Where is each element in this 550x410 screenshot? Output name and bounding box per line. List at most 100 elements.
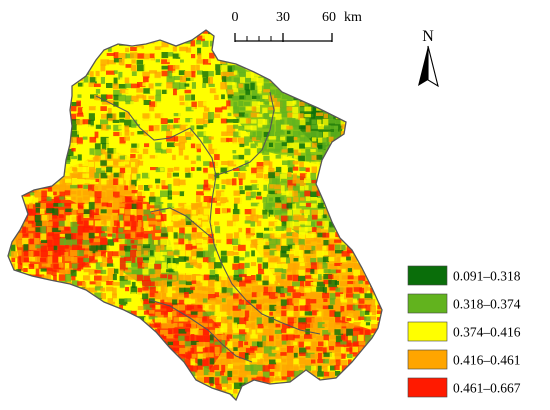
raster-cell (197, 286, 206, 291)
raster-cell (382, 342, 386, 346)
raster-map (7, 29, 393, 401)
raster-cell (209, 340, 214, 344)
raster-cell (346, 215, 352, 224)
raster-cell (22, 70, 32, 78)
raster-cell (287, 179, 297, 188)
raster-cell (268, 118, 273, 124)
raster-cell (119, 47, 127, 52)
boundary-line (149, 207, 213, 239)
raster-cell (142, 341, 151, 347)
raster-cell (329, 160, 338, 166)
raster-cell (47, 281, 56, 288)
raster-cell (107, 251, 113, 259)
raster-cell (142, 293, 149, 301)
raster-cell (35, 76, 43, 83)
raster-cell (323, 47, 328, 55)
raster-cell (46, 107, 55, 112)
raster-cell (130, 286, 138, 294)
raster-cell (364, 334, 374, 341)
raster-cell (263, 89, 270, 93)
raster-cell (58, 154, 65, 161)
raster-cell (353, 275, 360, 280)
raster-cell (268, 209, 274, 217)
scale-label-0: 0 (232, 10, 239, 25)
raster-cell (71, 275, 76, 281)
raster-cell (16, 125, 21, 131)
raster-cell (226, 299, 234, 307)
raster-cell (371, 119, 380, 126)
raster-cell (172, 281, 179, 286)
raster-cell (137, 167, 143, 176)
raster-cell (191, 54, 196, 59)
raster-cell (305, 89, 313, 97)
raster-cell (54, 197, 61, 204)
raster-cell (328, 136, 334, 142)
raster-cell (202, 286, 209, 291)
raster-cell (280, 245, 290, 254)
raster-cell (328, 305, 334, 310)
raster-cell (143, 76, 150, 83)
raster-cell (107, 196, 115, 201)
raster-cell (293, 358, 300, 367)
raster-cell (106, 137, 111, 145)
raster-cell (215, 352, 220, 357)
raster-cell (64, 239, 72, 246)
raster-cell (227, 377, 232, 381)
raster-cell (300, 197, 305, 201)
raster-cell (274, 395, 281, 400)
raster-cell (71, 88, 76, 96)
raster-cell (377, 137, 382, 141)
raster-cell (323, 113, 328, 119)
raster-cell (46, 30, 56, 34)
raster-cell (179, 172, 189, 176)
raster-cell (328, 322, 336, 328)
raster-cell (28, 342, 36, 348)
raster-cell (142, 244, 151, 249)
raster-cell (47, 130, 54, 138)
raster-cell (71, 203, 78, 210)
raster-cell (358, 94, 366, 102)
raster-cell (299, 311, 309, 316)
raster-cell (298, 286, 304, 293)
raster-cell (268, 262, 277, 269)
raster-cell (178, 292, 185, 297)
raster-cell (22, 95, 32, 101)
raster-cell (233, 142, 240, 147)
raster-cell (298, 155, 305, 162)
raster-cell (119, 137, 126, 145)
raster-cell (154, 280, 164, 287)
raster-cell (113, 143, 118, 151)
raster-cell (244, 148, 251, 156)
raster-cell (10, 107, 18, 112)
raster-cell (371, 191, 376, 198)
raster-cell (384, 251, 393, 259)
raster-cell (226, 77, 232, 81)
raster-cell (53, 341, 63, 345)
raster-cell (83, 196, 90, 201)
raster-cell (29, 329, 35, 337)
raster-cell (166, 148, 172, 153)
raster-cell (215, 202, 225, 206)
raster-cell (245, 371, 254, 375)
raster-cell (221, 131, 228, 136)
raster-cell (172, 65, 181, 70)
raster-cell (202, 215, 208, 220)
raster-cell (142, 215, 147, 222)
raster-cell (376, 209, 382, 216)
raster-cell (203, 64, 209, 72)
raster-cell (131, 352, 140, 359)
raster-cell (226, 155, 235, 160)
raster-cell (10, 382, 15, 389)
raster-cell (184, 396, 191, 400)
raster-cell (359, 293, 365, 301)
raster-cell (16, 143, 21, 147)
raster-cell (214, 232, 220, 238)
raster-cell (340, 257, 347, 263)
raster-cell (304, 209, 310, 215)
raster-cell (287, 317, 297, 324)
raster-cell (118, 371, 128, 376)
raster-cell (59, 65, 67, 72)
north-arrow: N (418, 28, 439, 88)
raster-cell (124, 346, 133, 351)
raster-cell (322, 292, 330, 299)
